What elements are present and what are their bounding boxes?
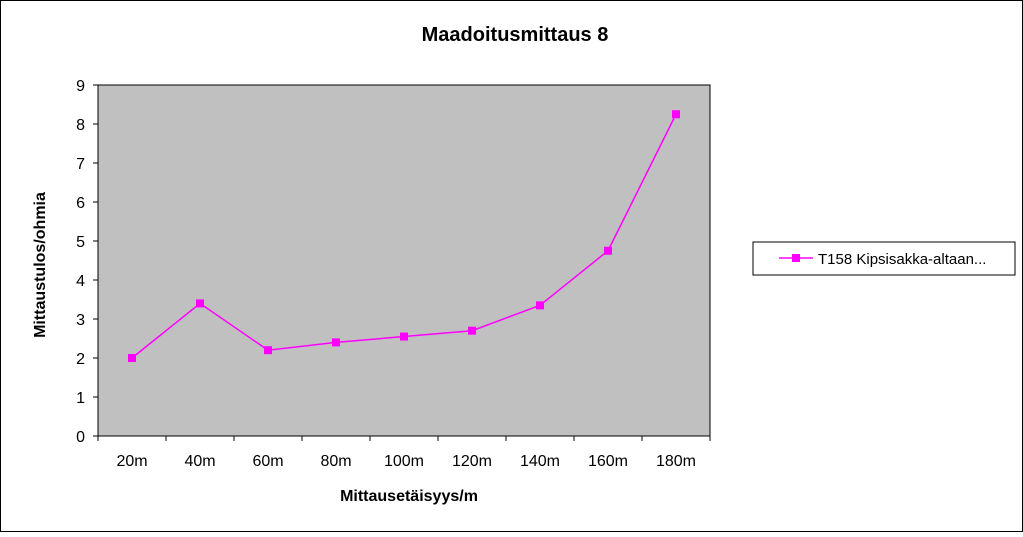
y-tick-label: 3 [76,312,85,329]
y-axis: 0 1 2 3 4 5 6 7 8 9 [76,78,99,446]
y-tick-label: 9 [76,78,85,95]
x-tick-label: 80m [320,453,351,470]
data-point-marker [128,354,136,362]
legend: T158 Kipsisakka-altaan... [752,241,1016,276]
y-tick-label: 4 [76,273,85,290]
legend-series-marker [792,254,800,262]
x-tick-label: 120m [452,453,492,470]
data-point-marker [468,326,476,335]
chart-title: Maadoitusmittaus 8 [422,24,609,46]
y-tick-label: 1 [76,390,85,407]
x-tick-label: 100m [384,453,424,470]
y-tick-label: 0 [76,429,85,446]
y-tick-label: 8 [76,117,85,134]
x-tick-label: 140m [520,453,560,470]
x-tick-label: 180m [656,453,696,470]
x-tick-label: 20m [116,453,147,470]
series-layer [128,110,680,362]
y-tick-label: 7 [76,156,85,173]
data-point-marker [672,110,680,119]
y-axis-label: Mittaustulos/ohmia [32,192,49,338]
data-point-marker [332,338,340,347]
y-tick-label: 6 [76,195,85,212]
x-axis-label: Mittausetäisyys/m [340,488,478,505]
data-point-marker [400,332,408,341]
plot-area [97,84,711,437]
legend-series-label: T158 Kipsisakka-altaan... [818,251,986,268]
x-tick-label: 60m [252,453,283,470]
y-tick-label: 5 [76,234,85,251]
data-point-marker [604,246,612,255]
x-tick-label: 40m [184,453,215,470]
data-point-marker [536,301,544,310]
x-axis: 20m 40m 60m 80m 100m 120m 140m 160m 180m [97,435,711,470]
x-tick-label: 160m [588,453,628,470]
data-point-marker [264,346,272,355]
data-point-marker [196,299,204,308]
y-tick-label: 2 [76,351,85,368]
